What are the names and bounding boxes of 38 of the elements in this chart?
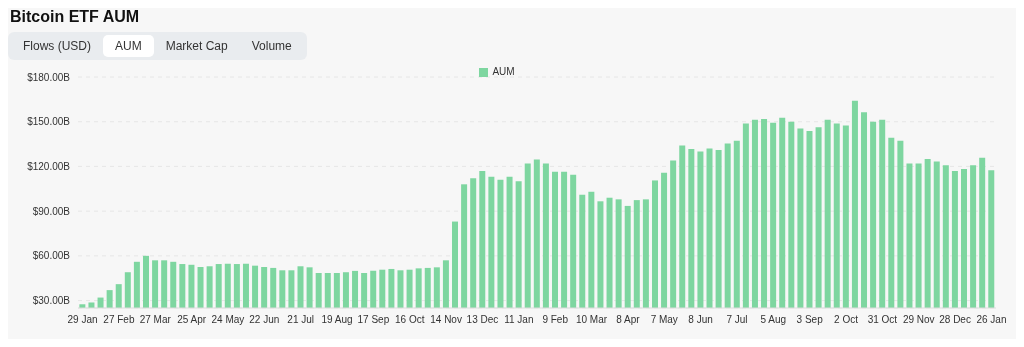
x-tick-label: 28 Dec (939, 314, 971, 326)
x-tick-label: 8 Jun (688, 314, 713, 326)
x-tick-label: 10 Mar (575, 314, 608, 326)
x-tick-label: 31 Oct (867, 314, 898, 326)
x-tick-label: 21 Jul (287, 314, 315, 326)
y-tick-label: $120.00B (27, 160, 71, 172)
x-tick-label: 7 May (650, 314, 678, 326)
x-tick-label: 29 Nov (902, 314, 935, 326)
y-tick-label: $90.00B (32, 205, 71, 217)
text: Market Cap (164, 38, 229, 55)
x-tick-label: 16 Oct (395, 314, 425, 326)
x-tick-label: 2 Oct (834, 314, 859, 326)
x-tick-label: 22 Jun (249, 314, 280, 326)
text: Flows (USD) (22, 38, 92, 55)
chart-title: Bitcoin ETF AUM (9, 8, 141, 26)
x-tick-label: 25 Apr (177, 314, 207, 326)
legend-label: AUM (492, 66, 515, 77)
x-tick-label: 11 Jan (504, 314, 534, 326)
x-tick-label: 7 Jul (726, 314, 748, 326)
x-tick-label: 27 Mar (139, 314, 172, 326)
x-tick-label: 14 Nov (430, 314, 462, 326)
x-tick-label: 26 Jan (976, 314, 1007, 326)
text: AUM (103, 35, 154, 57)
y-tick-label: $60.00B (32, 250, 71, 262)
x-tick-label: 17 Sep (357, 314, 390, 326)
x-tick-label: 5 Aug (760, 314, 787, 326)
x-tick-label: 29 Jan (67, 314, 98, 326)
y-tick-label: $30.00B (32, 295, 71, 307)
y-tick-label: $150.00B (27, 116, 71, 128)
x-tick-label: 3 Sep (796, 314, 824, 326)
x-tick-label: 8 Apr (616, 314, 641, 326)
y-tick-label: $180.00B (27, 71, 71, 83)
x-tick-label: 27 Feb (103, 314, 135, 326)
x-tick-label: 19 Aug (321, 314, 353, 326)
x-tick-label: 13 Dec (466, 314, 499, 326)
text: Volume (250, 38, 293, 55)
x-tick-label: 9 Feb (542, 314, 569, 326)
x-tick-label: 24 May (211, 314, 245, 326)
